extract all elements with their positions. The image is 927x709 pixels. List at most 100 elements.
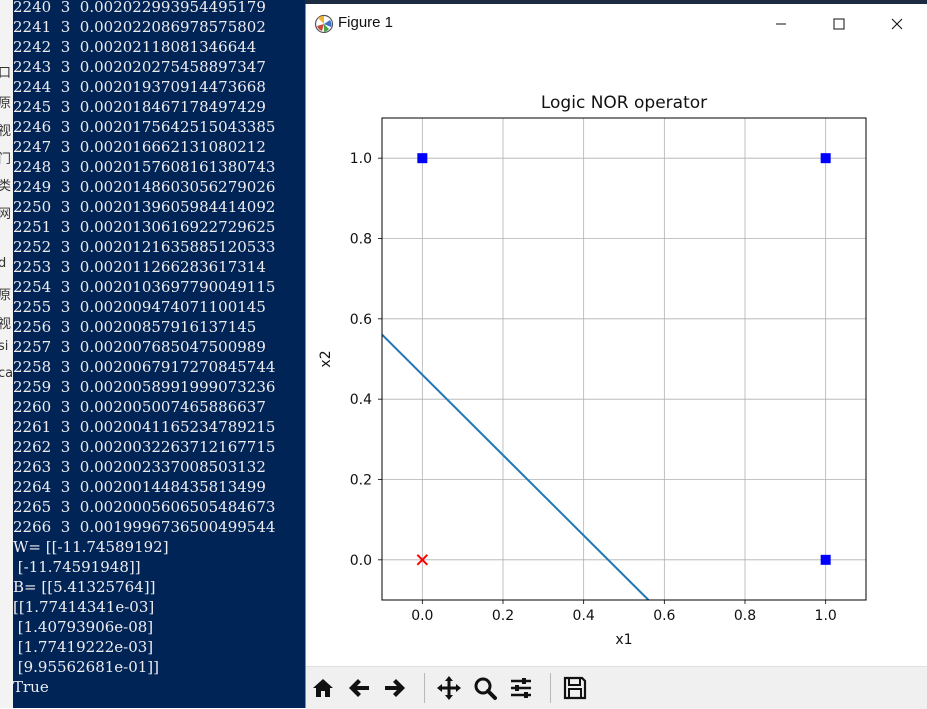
console-line: [1.40793906e-08] (13, 618, 154, 636)
console-line: [1.77419222e-03] (13, 638, 154, 656)
console-line: 2250 3 0.0020139605984414092 (13, 198, 276, 216)
console-output: 2240 3 0.002022993954495179 2241 3 0.0020… (13, 0, 275, 697)
background-text-fragment: 原 (0, 288, 12, 303)
zoom-button[interactable] (470, 673, 500, 703)
zoom-magnifier-icon (474, 677, 497, 700)
x-tick-label: 0.6 (653, 608, 675, 624)
window-title: Figure 1 (338, 14, 394, 31)
y-tick-label: 0.2 (350, 473, 372, 489)
console-line: 2246 3 0.0020175642515043385 (13, 118, 276, 136)
console-line: W= [[-11.74589192] (13, 538, 169, 556)
class-0-square-point (417, 153, 428, 164)
configure-subplots-icon (511, 678, 531, 698)
console-line: 2253 3 0.002011266283617314 (13, 258, 266, 276)
background-text-fragment: 原 (0, 96, 12, 111)
y-tick-label: 1.0 (350, 151, 372, 167)
forward-arrow-icon (385, 679, 405, 697)
toolbar-separator (424, 673, 425, 703)
x-tick-label: 0.2 (492, 608, 514, 624)
taskbar-edge (305, 0, 927, 4)
console-line: 2257 3 0.002007685047500989 (13, 338, 266, 356)
background-text-fragment: si (0, 339, 9, 354)
y-tick-label: 0.8 (350, 232, 372, 248)
minimize-icon (776, 23, 786, 25)
console-line: 2244 3 0.002019370914473668 (13, 78, 266, 96)
console-line: [[1.77414341e-03] (13, 598, 155, 616)
figure-window: Figure 1 0.0 0.2 0.4 0.6 0.8 1.0 0.0 0.2 0.4 0.6 0… (305, 4, 927, 709)
class-0-square-point (820, 554, 831, 565)
background-app-edge: 口原视门类网 d 原视 si ca (0, 0, 13, 708)
chart-title: Logic NOR operator (541, 93, 707, 113)
x-tick-label: 1.0 (815, 608, 837, 624)
console-line: [-11.74591948]] (13, 558, 141, 576)
class-0-square-point (820, 153, 831, 164)
matplotlib-logo-icon (314, 14, 334, 34)
console-line: 2255 3 0.002009474071100145 (13, 298, 266, 316)
minimize-button[interactable] (752, 4, 810, 44)
home-button[interactable] (308, 673, 338, 703)
y-tick-label: 0.4 (350, 392, 372, 408)
console-line: 2252 3 0.0020121635885120533 (13, 238, 276, 256)
nor-plot: 0.0 0.2 0.4 0.6 0.8 1.0 0.0 0.2 0.4 0.6 0.8 1.0 Logi… (318, 93, 867, 648)
console-line: 2265 3 0.0020005606505484673 (13, 498, 276, 516)
background-text-fragment: d (0, 256, 7, 271)
console-line: 2254 3 0.0020103697790049115 (13, 278, 276, 296)
console-line: 2262 3 0.0020032263712167715 (13, 438, 276, 456)
save-button[interactable] (560, 673, 590, 703)
close-icon (891, 18, 903, 30)
console-line: 2243 3 0.002020275458897347 (13, 58, 266, 76)
console-line: 2245 3 0.002018467178497429 (13, 98, 266, 116)
console-line: 2258 3 0.0020067917270845744 (13, 358, 276, 376)
axes-frame (381, 117, 867, 601)
console-line: 2242 3 0.00202118081346644 (13, 38, 257, 56)
class-1-x-point (416, 554, 429, 566)
console-line: 2256 3 0.00200857916137145 (13, 318, 257, 336)
console-line: B= [[5.41325764]] (13, 578, 156, 596)
title-bar[interactable]: Figure 1 (306, 4, 927, 44)
x-tick-label: 0.0 (411, 608, 433, 624)
console-line: 2249 3 0.0020148603056279026 (13, 178, 276, 196)
pan-move-icon (437, 676, 461, 700)
console-line: 2241 3 0.002022086978575802 (13, 18, 266, 36)
console-line: 2264 3 0.002001448435813499 (13, 478, 266, 496)
console-line: 2259 3 0.0020058991999073236 (13, 378, 276, 396)
y-tick-label: 0.6 (350, 312, 372, 328)
save-floppy-icon (563, 676, 587, 700)
console-window[interactable]: 2240 3 0.002022993954495179 2241 3 0.0020… (13, 0, 305, 708)
console-line: 2261 3 0.0020041165234789215 (13, 418, 276, 436)
home-icon (313, 679, 333, 697)
console-line: True (13, 678, 49, 696)
console-line: 2247 3 0.002016662131080212 (13, 138, 266, 156)
figure-canvas[interactable]: 0.0 0.2 0.4 0.6 0.8 1.0 0.0 0.2 0.4 0.6 0.8 1.0 Logi… (306, 44, 927, 666)
console-line: 2251 3 0.0020130616922729625 (13, 218, 276, 236)
close-button[interactable] (868, 4, 926, 44)
configure-subplots-button[interactable] (506, 673, 536, 703)
background-text-fragment: 类 (0, 179, 12, 194)
toolbar-separator (550, 673, 551, 703)
maximize-button[interactable] (810, 4, 868, 44)
console-line: 2266 3 0.0019996736500499544 (13, 518, 276, 536)
console-line: 2248 3 0.0020157608161380743 (13, 158, 276, 176)
x-axis-label: x1 (615, 632, 632, 648)
x-tick-label: 0.8 (734, 608, 756, 624)
console-line: [9.95562681e-01]] (13, 658, 160, 676)
x-tick-label: 0.4 (573, 608, 595, 624)
console-line: 2240 3 0.002022993954495179 (13, 0, 266, 16)
maximize-icon (833, 18, 845, 30)
decision-boundary-line (382, 333, 650, 600)
pan-button[interactable] (434, 673, 464, 703)
background-text-fragment: 视 (0, 124, 12, 139)
back-arrow-icon (349, 679, 369, 697)
console-line: 2260 3 0.002005007465886637 (13, 398, 266, 416)
y-axis-label: x2 (318, 350, 334, 367)
console-line: 2263 3 0.002002337008503132 (13, 458, 266, 476)
background-text-fragment: 门 (0, 152, 12, 167)
background-text-fragment: 网 (0, 207, 12, 222)
background-text-fragment: 口 (0, 66, 12, 81)
background-text-fragment: 视 (0, 317, 12, 332)
background-text-fragment: ca (0, 366, 13, 381)
navigation-toolbar (306, 666, 927, 709)
back-button[interactable] (344, 673, 374, 703)
y-tick-label: 0.0 (350, 553, 372, 569)
forward-button[interactable] (380, 673, 410, 703)
